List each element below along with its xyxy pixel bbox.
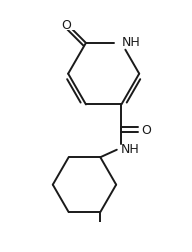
Text: NH: NH bbox=[121, 142, 139, 155]
Text: NH: NH bbox=[121, 36, 140, 49]
Text: O: O bbox=[141, 123, 151, 136]
Text: O: O bbox=[61, 19, 71, 32]
